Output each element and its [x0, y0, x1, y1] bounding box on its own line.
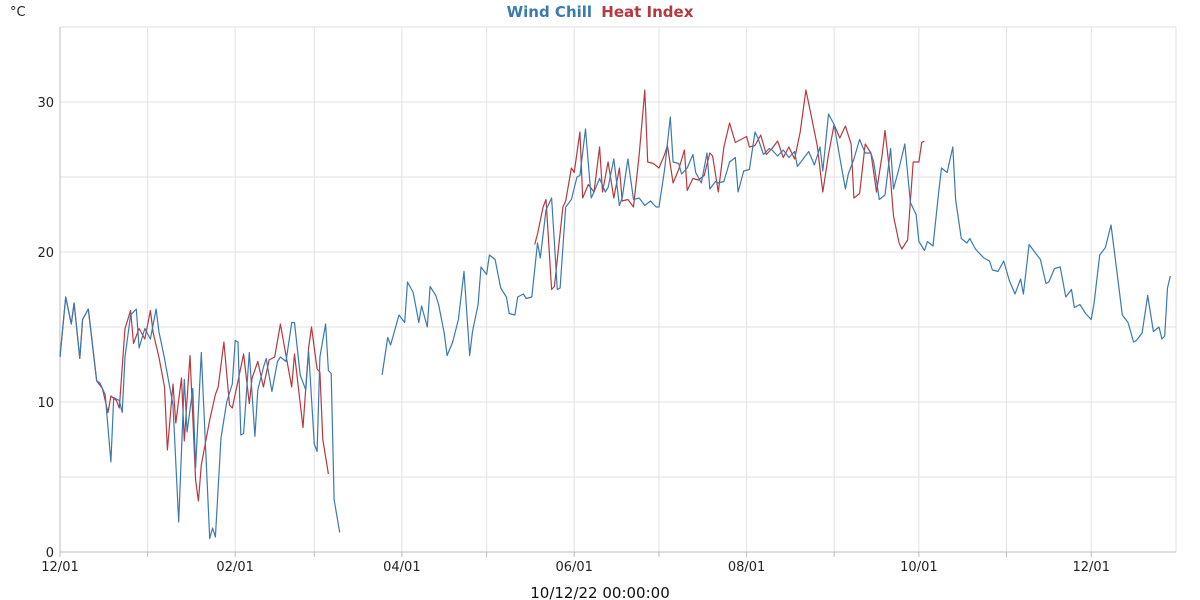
x-tick-label: 08/01 [728, 560, 765, 575]
series-lines [59, 89, 1171, 540]
chart-title: Wind Chill Heat Index [507, 3, 694, 21]
title-wind-chill: Wind Chill [507, 3, 592, 21]
x-tick-label: 12/01 [1073, 560, 1110, 575]
x-tick-labels: 12/01 02/01 04/01 06/01 08/01 10/01 12/01 [41, 560, 1110, 575]
y-tick-label: 0 [46, 546, 54, 561]
grid-lines [59, 26, 1177, 552]
x-tick-label: 12/01 [41, 560, 78, 575]
x-tick-label: 04/01 [383, 560, 420, 575]
y-tick-label: 30 [37, 96, 54, 111]
y-tick-label: 20 [37, 246, 54, 261]
wind-chill-line [59, 296, 341, 540]
footer-timestamp: 10/12/22 00:00:00 [530, 584, 670, 600]
title-heat-index: Heat Index [601, 3, 693, 21]
y-tick-label: 10 [37, 396, 54, 411]
axes [59, 27, 1176, 557]
y-tick-labels: 0 10 20 30 [37, 96, 54, 561]
x-tick-label: 10/01 [900, 560, 937, 575]
x-tick-label: 06/01 [555, 560, 592, 575]
wind-chill-line [381, 113, 1171, 376]
heat-index-line [59, 296, 329, 502]
heat-index-line [534, 89, 925, 291]
x-tick-label: 02/01 [216, 560, 253, 575]
y-axis-unit-label: °C [10, 5, 26, 20]
